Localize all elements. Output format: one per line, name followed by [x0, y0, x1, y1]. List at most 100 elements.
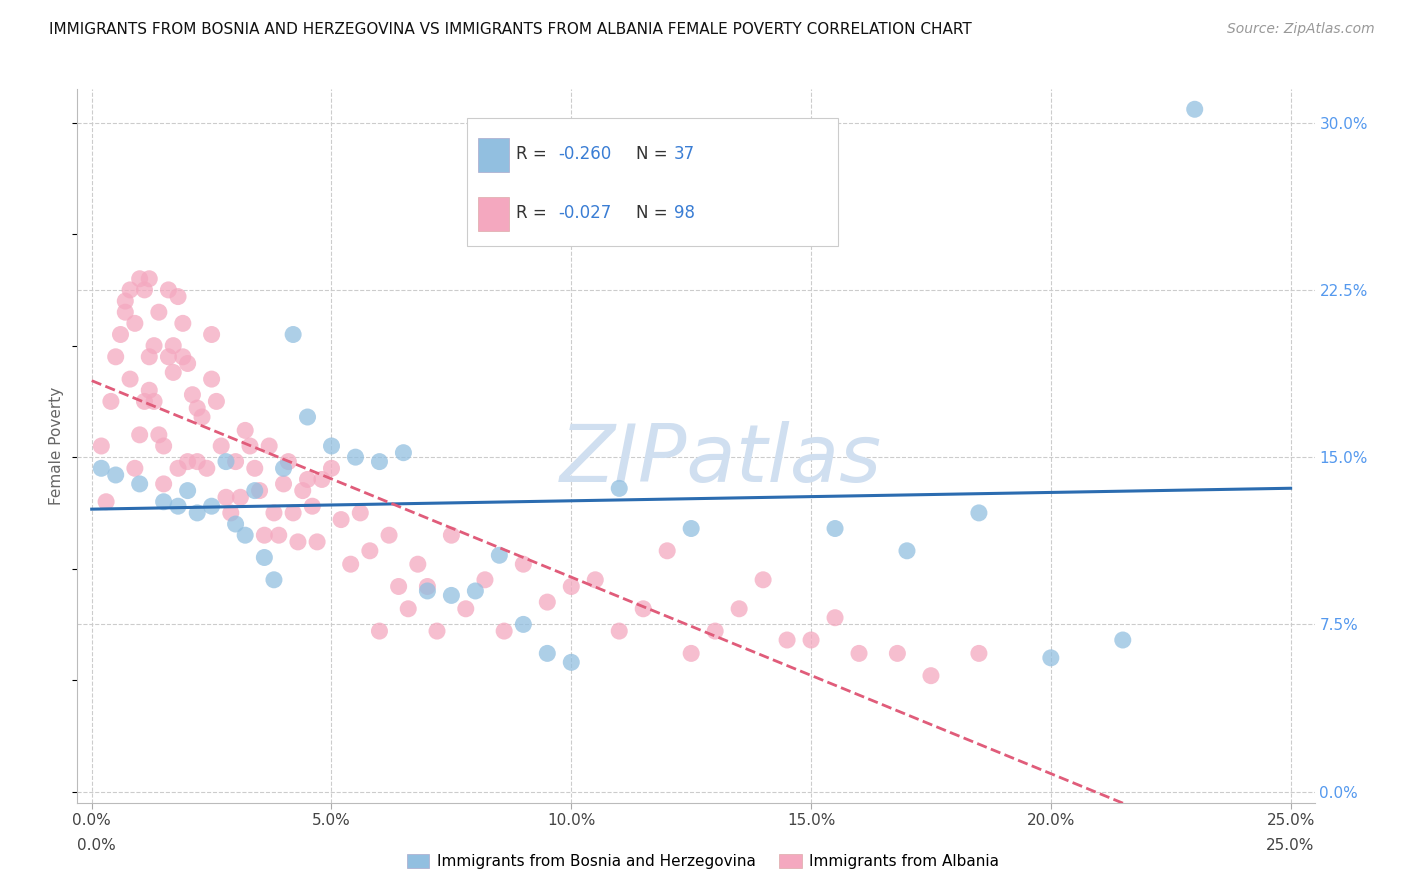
Point — [426, 624, 449, 639]
Point — [263, 573, 285, 587]
Point — [297, 472, 319, 486]
Point — [233, 424, 256, 438]
Text: 98: 98 — [673, 204, 695, 222]
Point — [454, 601, 477, 615]
Text: N =: N = — [636, 204, 672, 222]
Point — [186, 401, 208, 416]
Point — [307, 534, 329, 549]
Point — [681, 521, 703, 535]
Text: N =: N = — [636, 145, 672, 163]
Point — [378, 528, 401, 542]
Point — [1184, 102, 1206, 116]
Point — [291, 483, 314, 498]
Point — [848, 646, 870, 660]
Point — [138, 271, 160, 285]
Point — [297, 409, 319, 424]
Point — [657, 543, 679, 558]
Point — [201, 327, 224, 342]
Point — [339, 557, 361, 572]
Point — [440, 589, 463, 603]
Point — [209, 439, 232, 453]
Point — [368, 624, 391, 639]
Point — [321, 461, 343, 475]
Point — [176, 483, 198, 498]
Point — [311, 472, 333, 486]
Point — [392, 446, 415, 460]
Text: -0.260: -0.260 — [558, 145, 612, 163]
Point — [287, 534, 309, 549]
Point — [1112, 633, 1135, 648]
Point — [536, 646, 558, 660]
Point — [273, 476, 295, 491]
Point — [225, 517, 247, 532]
Point — [277, 455, 299, 469]
Point — [124, 461, 146, 475]
Point — [176, 356, 198, 371]
Point — [114, 293, 136, 308]
Point — [281, 506, 304, 520]
Point — [104, 467, 127, 482]
Point — [120, 372, 142, 386]
Point — [152, 494, 174, 508]
Point — [152, 476, 174, 491]
Point — [114, 305, 136, 319]
Point — [162, 338, 184, 352]
Point — [301, 500, 323, 514]
Point — [368, 455, 391, 469]
Point — [416, 583, 439, 598]
Point — [143, 394, 166, 409]
Point — [704, 624, 727, 639]
Point — [205, 394, 228, 409]
Point — [359, 543, 381, 558]
Point — [201, 500, 224, 514]
Point — [201, 372, 224, 386]
Point — [195, 461, 218, 475]
Point — [512, 617, 534, 632]
Point — [967, 506, 990, 520]
Point — [215, 455, 238, 469]
Point — [162, 366, 184, 380]
Point — [344, 450, 367, 464]
Point — [229, 490, 252, 504]
Point — [219, 506, 242, 520]
Point — [474, 573, 496, 587]
Text: 37: 37 — [673, 145, 695, 163]
Text: Source: ZipAtlas.com: Source: ZipAtlas.com — [1227, 22, 1375, 37]
Point — [128, 427, 150, 442]
Point — [243, 483, 266, 498]
Point — [186, 506, 208, 520]
Point — [100, 394, 122, 409]
Legend: Immigrants from Bosnia and Herzegovina, Immigrants from Albania: Immigrants from Bosnia and Herzegovina, … — [401, 848, 1005, 875]
Point — [128, 271, 150, 285]
Point — [752, 573, 775, 587]
Point — [330, 512, 353, 526]
Text: 25.0%: 25.0% — [1267, 838, 1315, 854]
Point — [191, 409, 214, 424]
Point — [416, 580, 439, 594]
Point — [607, 481, 630, 495]
Point — [776, 633, 799, 648]
Point — [896, 543, 918, 558]
Point — [167, 461, 190, 475]
Point — [104, 350, 127, 364]
Point — [607, 624, 630, 639]
Point — [143, 338, 166, 352]
Point — [388, 580, 411, 594]
Point — [681, 646, 703, 660]
Point — [560, 655, 582, 669]
Point — [157, 283, 180, 297]
Text: R =: R = — [516, 204, 553, 222]
Point — [94, 494, 117, 508]
Point — [267, 528, 290, 542]
Point — [253, 550, 276, 565]
Point — [824, 521, 846, 535]
Point — [396, 601, 419, 615]
Text: R =: R = — [516, 145, 553, 163]
Point — [464, 583, 486, 598]
Point — [494, 624, 516, 639]
Point — [273, 461, 295, 475]
Point — [321, 439, 343, 453]
Text: -0.027: -0.027 — [558, 204, 612, 222]
Point — [253, 528, 276, 542]
Point — [124, 317, 146, 331]
